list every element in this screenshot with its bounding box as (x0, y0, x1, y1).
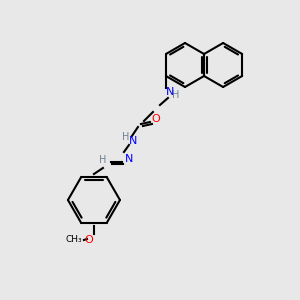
Text: O: O (152, 114, 160, 124)
Text: CH₃: CH₃ (66, 236, 82, 244)
Text: N: N (129, 136, 137, 146)
Text: N: N (125, 154, 133, 164)
Text: N: N (166, 87, 174, 97)
Text: O: O (85, 235, 93, 245)
Text: H: H (172, 90, 180, 100)
Text: H: H (122, 132, 130, 142)
Text: H: H (99, 155, 106, 165)
